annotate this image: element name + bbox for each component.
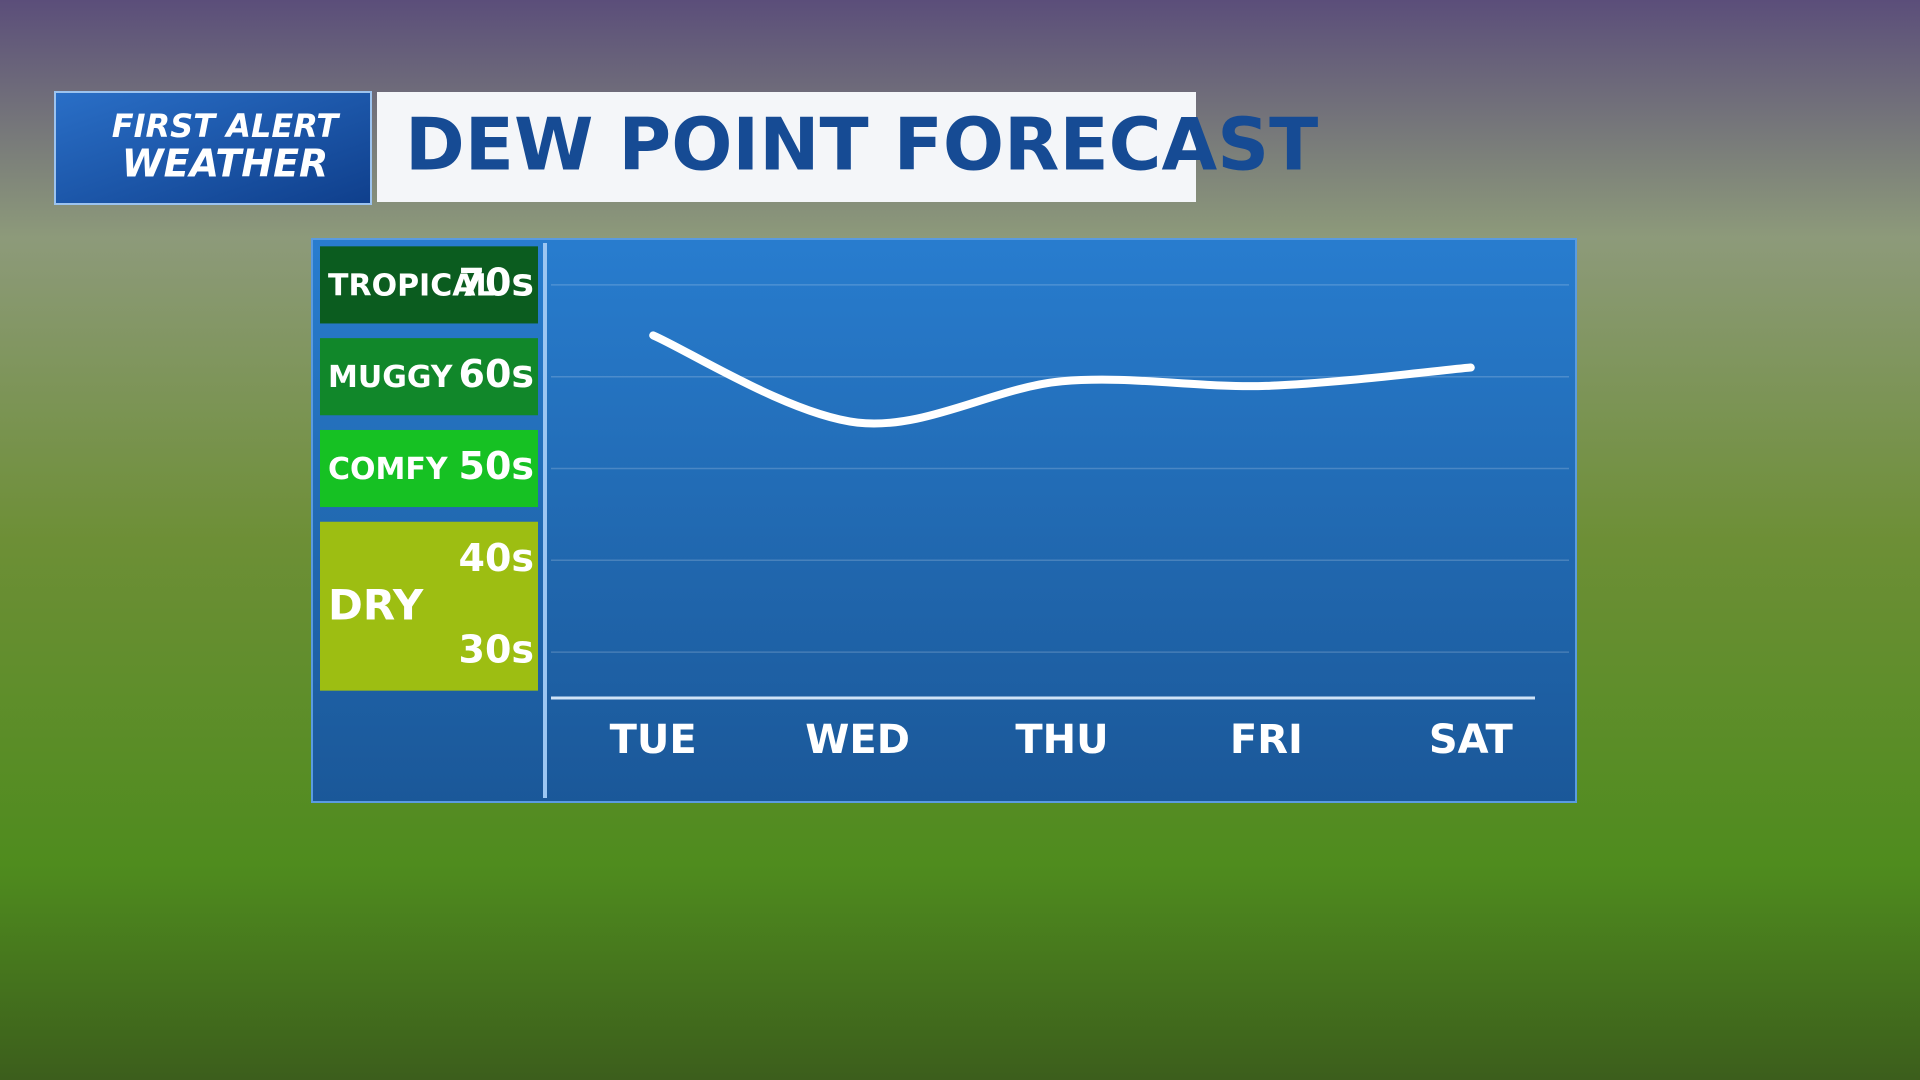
x-tick-label: FRI: [1230, 717, 1303, 763]
x-tick-label: WED: [805, 717, 910, 763]
logo-box: [54, 91, 372, 205]
x-tick-label: THU: [1015, 717, 1108, 763]
x-tick-label: TUE: [610, 717, 697, 763]
band-name: COMFY: [328, 452, 449, 487]
logo-line1: FIRST ALERT: [112, 107, 341, 145]
band-box: [320, 246, 538, 324]
band-box: [320, 429, 538, 508]
band-box: [320, 338, 538, 416]
y-tick-label: 60s: [459, 352, 535, 396]
band-name: TROPICAL: [328, 268, 495, 303]
title-box: [377, 92, 1196, 202]
chart-title: DEW POINT FORECAST: [405, 103, 1318, 187]
y-tick-label: 30s: [459, 628, 535, 672]
y-tick-label: 50s: [459, 444, 535, 488]
band-box: [320, 521, 538, 691]
chart-panel: [311, 238, 1577, 803]
y-tick-label: 70s: [459, 260, 535, 304]
dew-point-line: [649, 331, 1475, 428]
logo-line2: WEATHER: [122, 142, 329, 186]
x-tick-label: SAT: [1429, 717, 1514, 763]
y-tick-label: 40s: [459, 536, 535, 580]
band-name: DRY: [328, 581, 424, 630]
band-name: MUGGY: [328, 360, 454, 395]
